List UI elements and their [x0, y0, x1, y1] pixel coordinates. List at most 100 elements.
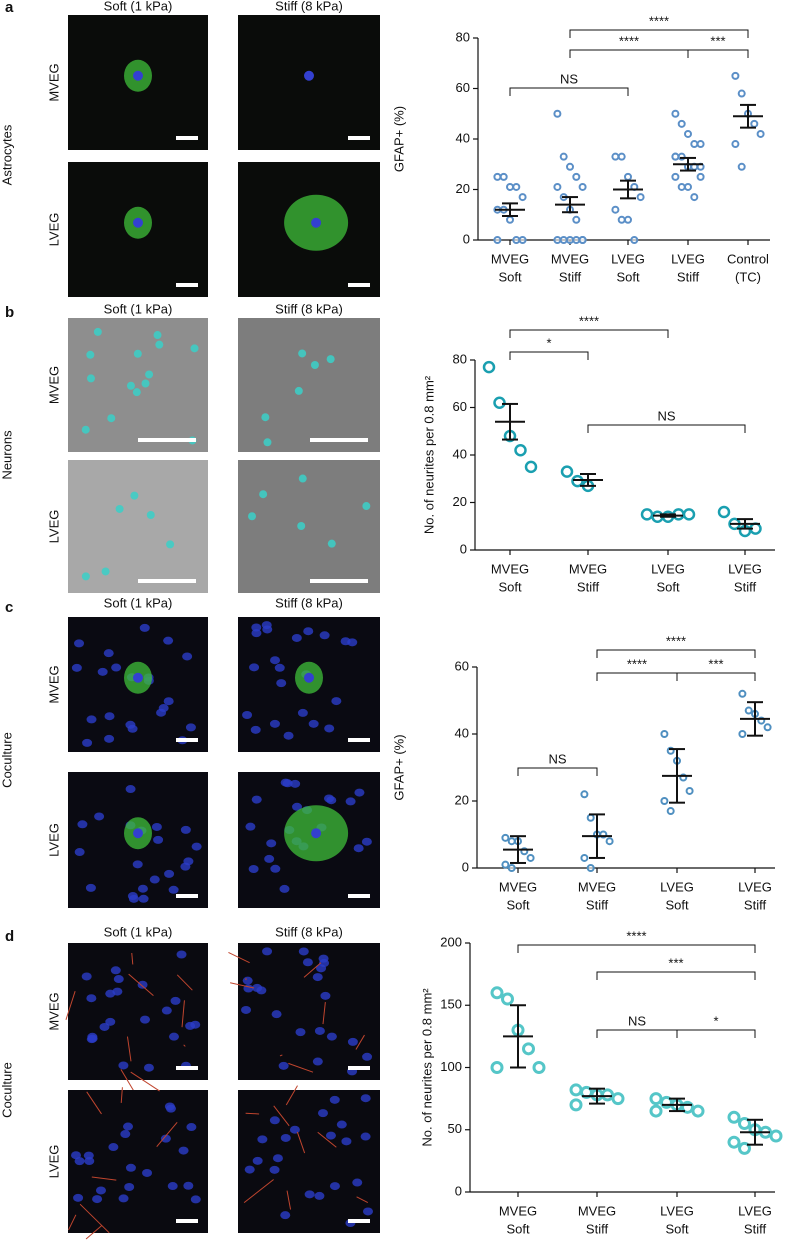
- cell: [347, 1037, 358, 1046]
- cell: [168, 1032, 179, 1041]
- cell: [251, 795, 262, 804]
- cell: [143, 1063, 154, 1072]
- scale-bar: [176, 1066, 198, 1070]
- significance-label: NS: [628, 1013, 646, 1028]
- data-point: [506, 182, 514, 191]
- data-point: [660, 797, 669, 805]
- data-point: [630, 236, 639, 244]
- x-tick-label: LVEG: [660, 1203, 694, 1218]
- x-tick-label: Soft: [506, 897, 530, 912]
- cell: [180, 862, 191, 871]
- x-tick-label: Soft: [506, 1221, 530, 1236]
- cell: [312, 1057, 323, 1066]
- neurite: [230, 982, 255, 989]
- cell: [118, 1194, 129, 1203]
- significance-label: ***: [708, 656, 723, 671]
- data-point: [727, 1110, 741, 1124]
- cell: [271, 1010, 282, 1019]
- x-tick-label: MVEG: [578, 1203, 616, 1218]
- data-point: [731, 71, 740, 80]
- data-point: [601, 1088, 614, 1102]
- cell: [185, 723, 196, 732]
- data-point: [727, 1135, 741, 1149]
- data-point: [684, 129, 692, 138]
- cell: [124, 1183, 135, 1192]
- cell: [269, 719, 280, 728]
- cell: [153, 331, 162, 340]
- data-point: [518, 236, 527, 244]
- data-point: [580, 790, 589, 799]
- cell: [264, 854, 275, 863]
- cell: [292, 802, 303, 811]
- y-axis-label: GFAP+ (%): [391, 106, 406, 172]
- x-tick-label: Stiff: [586, 1221, 609, 1236]
- data-point: [750, 119, 759, 128]
- y-tick-label: 0: [463, 231, 470, 246]
- significance-label: ***: [710, 33, 725, 48]
- scale-bar: [310, 579, 368, 583]
- cell: [165, 1104, 176, 1113]
- y-tick-label: 80: [456, 29, 470, 44]
- cell: [298, 474, 307, 483]
- data-point: [617, 215, 626, 224]
- cell: [261, 413, 270, 422]
- cell: [137, 884, 148, 893]
- x-tick-label: Stiff: [734, 579, 757, 594]
- data-point: [737, 89, 746, 98]
- cell: [120, 1130, 131, 1139]
- cell: [336, 1120, 347, 1129]
- side-label: Coculture: [0, 1062, 14, 1118]
- row-label: LVEG: [46, 213, 61, 247]
- y-tick-label: 80: [453, 351, 467, 366]
- data-point: [586, 864, 595, 872]
- cell: [81, 425, 90, 434]
- data-point: [578, 236, 587, 244]
- cell: [327, 539, 336, 548]
- y-tick-label: 0: [460, 541, 467, 556]
- cell: [362, 1207, 373, 1216]
- cell: [92, 1195, 103, 1204]
- significance-label: *: [546, 335, 551, 350]
- cell: [93, 327, 102, 336]
- row-label: LVEG: [46, 1145, 61, 1179]
- data-point: [493, 236, 502, 244]
- cell: [94, 812, 105, 821]
- neurite: [79, 1203, 110, 1234]
- y-tick-label: 200: [440, 934, 462, 949]
- neurite: [303, 962, 322, 978]
- significance-label: ****: [619, 33, 639, 48]
- side-label: Coculture: [0, 732, 14, 788]
- cell: [77, 820, 88, 829]
- cell: [352, 1178, 363, 1187]
- data-point: [526, 853, 535, 862]
- y-tick-label: 40: [455, 725, 469, 740]
- column-header: Stiff (8 kPa): [275, 595, 343, 610]
- x-tick-label: Stiff: [744, 897, 767, 912]
- cell: [282, 779, 293, 788]
- cell: [125, 785, 136, 794]
- neurite: [317, 1131, 337, 1148]
- cell: [326, 796, 337, 805]
- x-tick-label: Soft: [498, 579, 522, 594]
- data-point: [690, 193, 699, 202]
- cell: [303, 627, 314, 636]
- cell: [274, 663, 285, 672]
- data-point: [518, 193, 527, 202]
- cell: [297, 708, 308, 717]
- neurite: [176, 974, 193, 991]
- cell: [149, 875, 160, 884]
- scale-bar: [176, 283, 198, 287]
- scale-bar: [348, 738, 370, 742]
- data-point: [514, 444, 527, 457]
- cell: [167, 1182, 178, 1191]
- x-tick-label: Stiff: [586, 897, 609, 912]
- data-point: [671, 109, 680, 118]
- cell: [302, 958, 313, 967]
- x-tick-label: MVEG: [499, 879, 537, 894]
- data-point: [671, 152, 680, 161]
- y-tick-label: 60: [456, 80, 470, 95]
- cell: [71, 663, 82, 672]
- cell: [133, 349, 142, 358]
- cell: [354, 788, 365, 797]
- cell: [257, 1135, 268, 1144]
